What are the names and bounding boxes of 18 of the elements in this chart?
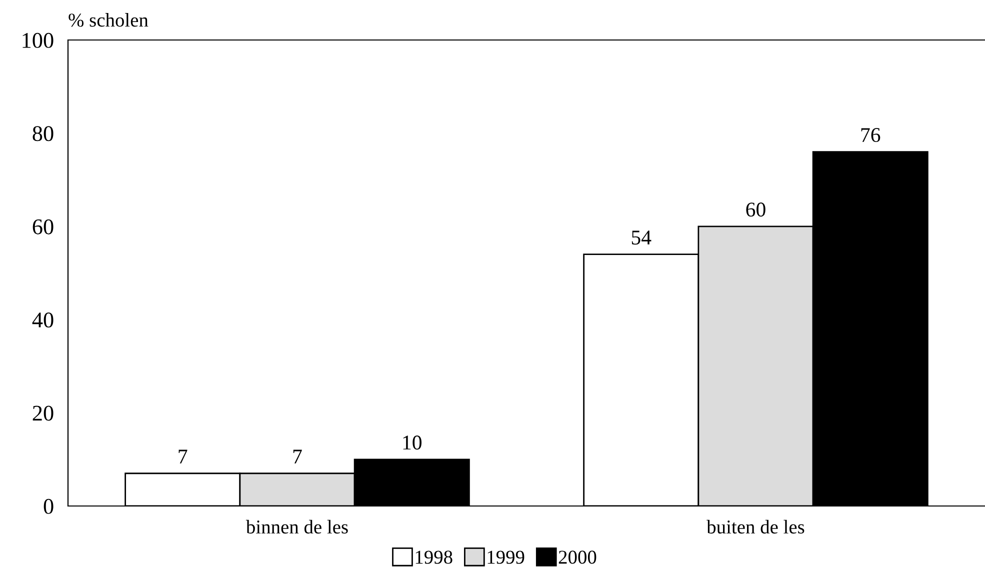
x-tick-label: buiten de les bbox=[706, 520, 804, 534]
y-tick-label: 40 bbox=[32, 312, 54, 328]
data-label: 7 bbox=[178, 450, 188, 464]
y-tick-label: 100 bbox=[22, 32, 54, 48]
y-axis-title: % scholen bbox=[68, 13, 148, 27]
y-tick-label: 20 bbox=[32, 406, 54, 421]
legend-label: 1998 bbox=[416, 550, 452, 564]
y-tick-label: 60 bbox=[32, 219, 54, 234]
y-tick-label: 0 bbox=[44, 498, 54, 514]
data-label: 10 bbox=[403, 436, 422, 450]
x-tick-label: binnen de les bbox=[246, 520, 348, 534]
data-label: 54 bbox=[632, 230, 652, 245]
data-label: 7 bbox=[293, 450, 302, 464]
data-label: 76 bbox=[861, 128, 880, 142]
y-tick-label: 80 bbox=[32, 126, 54, 142]
legend-label: 2000 bbox=[558, 550, 596, 564]
legend-label: 1999 bbox=[488, 550, 524, 564]
data-label: 60 bbox=[746, 202, 766, 217]
